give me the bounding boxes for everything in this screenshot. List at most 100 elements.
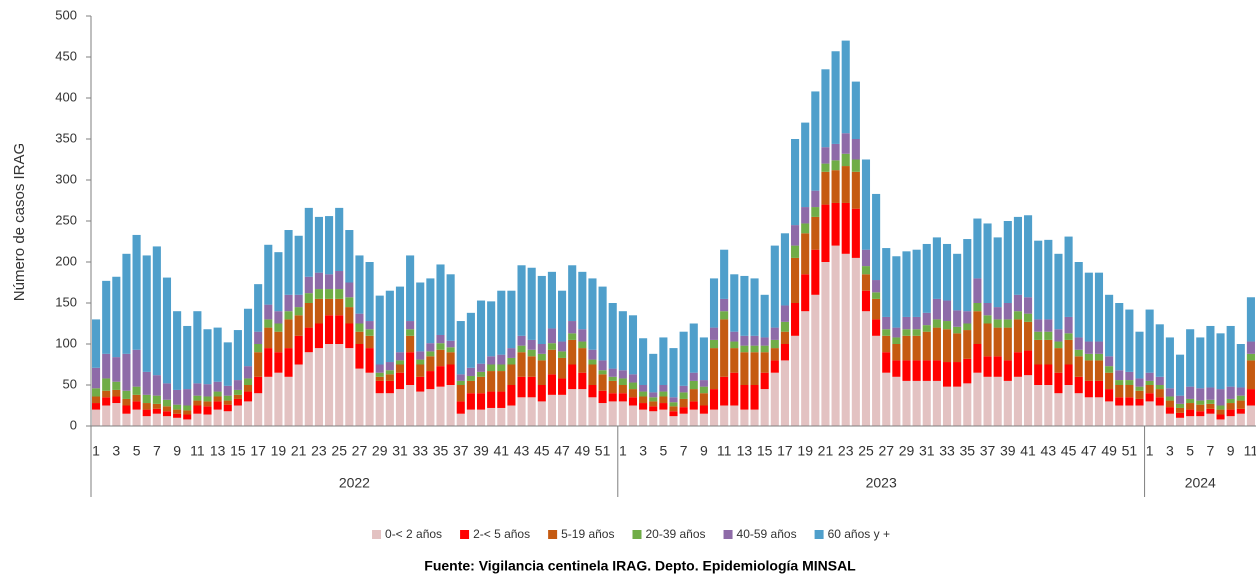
bar-segment xyxy=(193,311,202,384)
x-tick-label: 13 xyxy=(210,443,226,459)
bar-segment xyxy=(233,405,242,426)
bar-segment xyxy=(831,160,840,171)
bar-segment xyxy=(193,400,202,406)
bar-segment xyxy=(689,380,698,390)
bar-segment xyxy=(679,407,688,414)
bar-segment xyxy=(841,166,850,203)
bar-segment xyxy=(1105,389,1114,402)
bar-segment xyxy=(872,298,881,320)
bar-segment xyxy=(325,216,334,275)
bar-segment xyxy=(568,389,577,426)
bar-segment xyxy=(223,400,232,405)
bar-segment xyxy=(628,382,638,390)
bar-segment xyxy=(791,139,800,226)
x-tick-label: 25 xyxy=(331,443,347,459)
bar-segment xyxy=(932,360,941,381)
bar-segment xyxy=(649,406,658,412)
bar-segment xyxy=(1145,393,1154,402)
bar-segment xyxy=(882,316,891,330)
bar-segment xyxy=(699,380,708,387)
bar-segment xyxy=(365,335,374,349)
bar-segment xyxy=(1044,319,1053,332)
year-label: 2023 xyxy=(866,475,897,491)
bar-segment xyxy=(993,356,1002,377)
bar-segment xyxy=(173,409,182,414)
bar-segment xyxy=(851,257,860,426)
x-tick-label: 3 xyxy=(112,443,120,459)
bar-segment xyxy=(365,372,374,426)
bar-segment xyxy=(770,245,779,328)
bar-segment xyxy=(1094,360,1104,381)
bar-segment xyxy=(1084,341,1093,354)
bar-segment xyxy=(1196,411,1205,417)
x-tick-label: 15 xyxy=(757,443,773,459)
bar-segment xyxy=(568,265,577,322)
bar-segment xyxy=(395,286,405,353)
bar-segment xyxy=(294,307,303,316)
bar-segment xyxy=(801,223,810,234)
x-tick-label: 43 xyxy=(1041,443,1057,459)
bar-segment xyxy=(517,335,526,346)
bar-segment xyxy=(709,278,719,328)
bar-segment xyxy=(1003,221,1012,303)
x-tick-label: 13 xyxy=(737,443,753,459)
bar-segment xyxy=(993,319,1002,328)
x-tick-label: 29 xyxy=(372,443,388,459)
bar-segment xyxy=(963,311,972,324)
bar-segment xyxy=(1246,353,1255,361)
bar-segment xyxy=(1024,350,1033,376)
bar-segment xyxy=(92,396,101,404)
bar-segment xyxy=(274,372,283,426)
bar-segment xyxy=(1226,403,1235,410)
bar-segment xyxy=(355,331,364,344)
bar-segment xyxy=(649,353,658,393)
bar-segment xyxy=(365,348,374,373)
bar-segment xyxy=(142,416,151,426)
bar-segment xyxy=(720,405,729,426)
bar-segment xyxy=(578,348,587,373)
bar-segment xyxy=(831,245,840,426)
bar-segment xyxy=(1024,297,1033,314)
bar-segment xyxy=(193,413,202,426)
bar-segment xyxy=(1054,253,1063,330)
x-tick-label: 23 xyxy=(311,443,327,459)
bar-segment xyxy=(902,335,911,361)
bar-segment xyxy=(588,359,597,365)
bar-segment xyxy=(223,411,232,426)
bar-segment xyxy=(497,371,506,392)
bar-segment xyxy=(1216,414,1225,420)
bar-segment xyxy=(750,352,759,385)
bar-segment xyxy=(446,352,455,365)
bar-segment xyxy=(507,405,516,426)
bar-segment xyxy=(1206,399,1215,404)
bar-segment xyxy=(912,360,921,381)
bar-segment xyxy=(355,323,364,332)
bar-segment xyxy=(1064,339,1073,365)
bar-segment xyxy=(507,364,516,385)
bar-segment xyxy=(1074,376,1083,394)
bar-segment xyxy=(527,397,536,426)
x-tick-label: 17 xyxy=(250,443,266,459)
x-tick-label: 9 xyxy=(1227,443,1235,459)
bar-segment xyxy=(406,329,415,336)
bar-segment xyxy=(932,298,941,320)
bar-segment xyxy=(152,246,161,376)
bar-segment xyxy=(1115,303,1124,371)
x-tick-label: 51 xyxy=(1122,443,1138,459)
bar-segment xyxy=(689,372,698,381)
bar-segment xyxy=(304,327,313,353)
bar-segment xyxy=(578,389,587,426)
bar-segment xyxy=(122,253,131,354)
bar-segment xyxy=(801,311,810,426)
bar-segment xyxy=(193,405,202,414)
bar-segment xyxy=(345,307,354,324)
bar-segment xyxy=(861,159,871,250)
bar-segment xyxy=(811,216,820,250)
bar-segment xyxy=(132,409,141,426)
bar-segment xyxy=(254,331,263,344)
bar-segment xyxy=(1165,388,1174,397)
bar-segment xyxy=(1206,403,1215,409)
bar-segment xyxy=(973,303,982,312)
x-tick-label: 1 xyxy=(92,443,100,459)
bar-segment xyxy=(1206,408,1215,414)
